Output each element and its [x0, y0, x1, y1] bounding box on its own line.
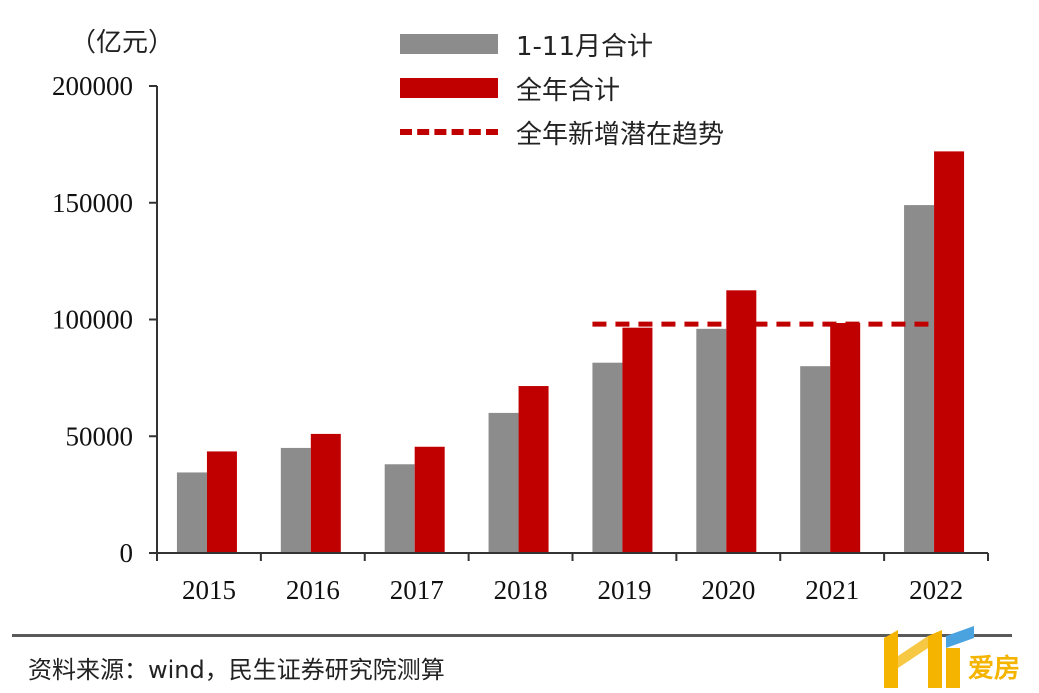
bar-jan-nov-2022	[904, 205, 935, 553]
x-tick-label-2022: 2022	[909, 575, 963, 605]
bar-full-year-2015	[206, 451, 237, 553]
legend-swatch-full-year	[400, 78, 498, 98]
x-tick-label-2017: 2017	[390, 575, 444, 605]
y-tick-label-100000: 100000	[52, 305, 133, 335]
bar-full-year-2017	[414, 446, 445, 553]
bar-jan-nov-2021	[800, 366, 831, 553]
x-tick-label-2019: 2019	[597, 575, 651, 605]
legend-label-trend: 全年新增潜在趋势	[516, 119, 725, 150]
x-tick-label-2015: 2015	[182, 575, 236, 605]
bar-full-year-2021	[830, 323, 861, 553]
legend: 1-11月合计 全年合计 全年新增潜在趋势	[400, 22, 724, 154]
y-tick-label-200000: 200000	[52, 71, 133, 101]
unit-label: （亿元）	[70, 28, 175, 58]
y-tick-label-0: 0	[120, 538, 134, 568]
legend-item-jan-nov: 1-11月合计	[400, 22, 724, 66]
y-tick-label-50000: 50000	[66, 421, 134, 451]
x-tick-label-2016: 2016	[286, 575, 340, 605]
x-tick-label-2018: 2018	[494, 575, 548, 605]
legend-label-jan-nov: 1-11月合计	[516, 31, 654, 62]
legend-item-trend: 全年新增潜在趋势	[400, 110, 724, 154]
watermark-text: 爱房	[968, 654, 1021, 684]
x-tick-label-2020: 2020	[701, 575, 755, 605]
source-note: 资料来源：wind，民生证券研究院测算	[28, 656, 445, 684]
x-tick-label-2021: 2021	[805, 575, 859, 605]
y-tick-label-150000: 150000	[52, 188, 133, 218]
bar-full-year-2020	[726, 290, 757, 553]
bar-full-year-2018	[518, 386, 549, 553]
legend-item-full-year: 全年合计	[400, 66, 724, 110]
legend-swatch-trend	[400, 129, 498, 135]
bar-full-year-2019	[622, 327, 653, 553]
bar-jan-nov-2017	[384, 464, 415, 553]
bar-full-year-2016	[310, 433, 341, 553]
bar-full-year-2022	[934, 151, 965, 553]
bar-chart: 0 50000 100000 150000 200000 2015 2016 2017 2018…	[52, 71, 989, 605]
bar-jan-nov-2020	[696, 328, 727, 553]
bar-jan-nov-2016	[280, 447, 311, 553]
legend-label-full-year: 全年合计	[516, 75, 621, 106]
bar-jan-nov-2018	[488, 412, 519, 553]
legend-swatch-jan-nov	[400, 34, 498, 54]
bar-jan-nov-2019	[592, 362, 623, 553]
footer-divider	[12, 634, 1012, 637]
bar-jan-nov-2015	[176, 472, 207, 553]
house-logo-icon	[884, 626, 974, 688]
